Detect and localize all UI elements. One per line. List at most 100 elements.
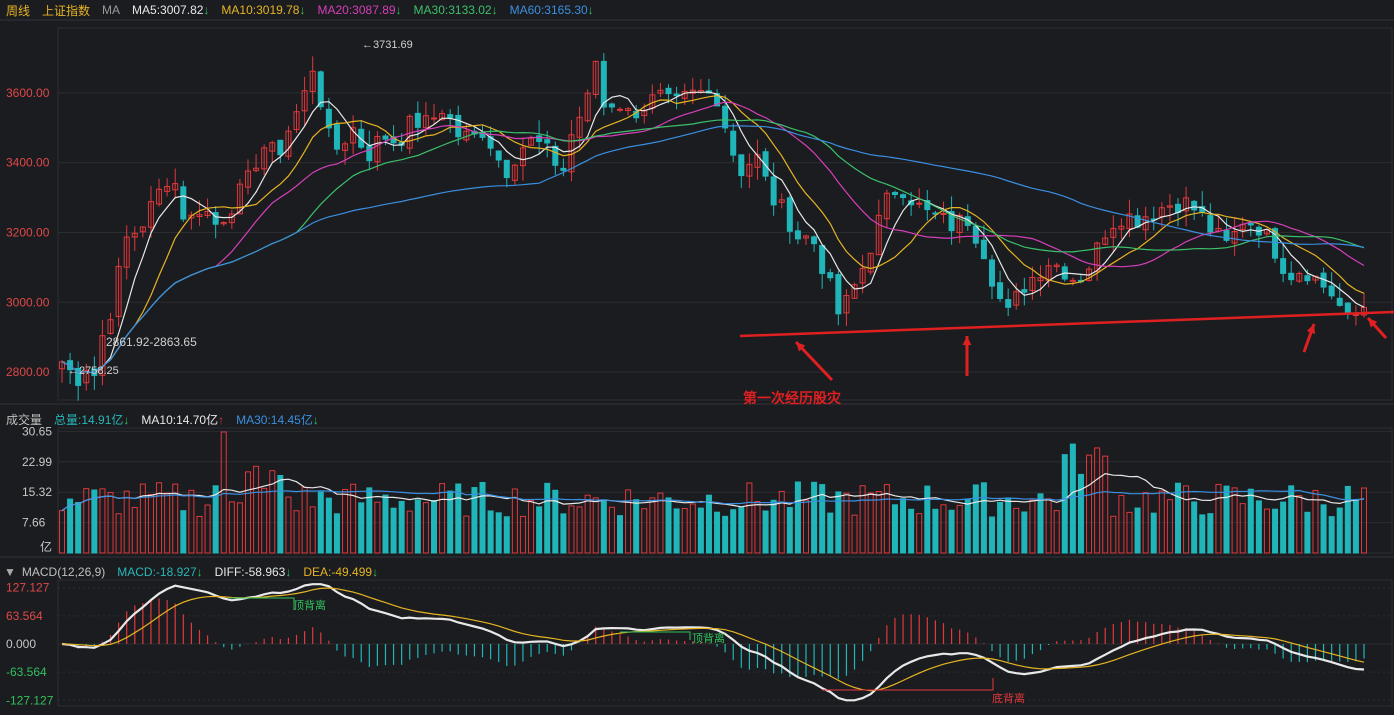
volume-bar	[463, 515, 470, 554]
candle-body	[164, 185, 171, 192]
volume-bar	[883, 484, 890, 554]
volume-bar	[633, 499, 640, 554]
candle-body	[503, 159, 510, 179]
volume-bar	[657, 492, 664, 554]
volume-bar	[67, 498, 74, 554]
candle-body	[447, 114, 454, 119]
candle-body	[924, 200, 931, 211]
volume-bar	[1191, 501, 1198, 554]
ma-legend-item-0: MA5:3007.82↓	[132, 3, 210, 17]
volume-bar	[972, 484, 979, 554]
volume-bar	[1231, 487, 1238, 554]
candle-body	[948, 211, 955, 232]
candle-body	[156, 188, 163, 205]
candle-body	[83, 369, 90, 384]
candle-body	[1069, 279, 1076, 282]
period-label[interactable]: 周线	[6, 3, 31, 18]
candle-body	[99, 335, 106, 376]
bottom-divergence-marker	[822, 678, 994, 691]
candle-body	[358, 128, 365, 148]
candle-body	[794, 230, 801, 240]
candle-body	[552, 145, 559, 166]
volume-ma10-line	[61, 472, 1365, 512]
volume-bar	[1263, 508, 1270, 554]
candle-body	[738, 154, 745, 177]
volume-bar	[811, 481, 818, 554]
volume-bar	[1304, 511, 1311, 554]
volume-bar	[705, 494, 712, 554]
candle-body	[762, 151, 769, 177]
candle-body	[1207, 215, 1214, 233]
volume-bar	[342, 488, 349, 554]
volume-bar	[1280, 501, 1287, 554]
candle-body	[269, 142, 276, 152]
candle-body	[1102, 237, 1109, 245]
volume-bar	[544, 482, 551, 554]
volume-bar	[1255, 500, 1262, 554]
candle-body	[487, 136, 494, 149]
volume-bar	[560, 513, 567, 554]
macd-legend-items: MACD:-18.927↓ DIFF:-58.963↓ DEA:-49.499↓	[117, 565, 390, 579]
volume-bar	[164, 492, 171, 554]
candle-body	[519, 147, 526, 167]
volume-bar	[528, 500, 535, 554]
support-arrow-icon-head	[962, 336, 972, 346]
candle-body	[1247, 222, 1254, 226]
volume-legend-items: 总量:14.91亿↓ MA10:14.70亿↑ MA30:14.45亿↓	[54, 411, 331, 428]
candle-body	[560, 167, 567, 171]
volume-bar	[511, 488, 518, 554]
price-tick-label: 3200.00	[6, 225, 50, 239]
volume-bar	[479, 481, 486, 554]
volume-bar	[228, 501, 235, 554]
candle-body	[123, 236, 130, 268]
volume-bar	[859, 485, 866, 554]
macd-legend-item-2: DEA:-49.499↓	[303, 565, 379, 579]
volume-bar	[1174, 482, 1182, 554]
indicator-label[interactable]: MA	[102, 3, 121, 17]
volume-bar	[714, 511, 721, 554]
candle-body	[511, 164, 518, 181]
candle-body	[1344, 302, 1351, 314]
volume-bar	[244, 471, 252, 554]
candle-body	[172, 183, 179, 191]
macd-toggle-icon[interactable]: ▼	[4, 565, 16, 579]
candle-body	[997, 282, 1004, 299]
volume-bar	[212, 485, 219, 554]
volume-bar	[1247, 488, 1254, 554]
volume-bar	[608, 506, 615, 554]
candle-body	[875, 214, 882, 256]
volume-bar	[552, 489, 559, 554]
macd-tick-label: -63.564	[6, 665, 47, 679]
volume-tick-label: 22.99	[22, 455, 52, 469]
range-price-annotation: 2861.92-2863.65	[106, 335, 197, 349]
volume-bar	[83, 488, 90, 554]
volume-bar	[471, 487, 478, 554]
candle-body	[1280, 258, 1287, 274]
volume-bar	[1344, 485, 1351, 554]
candle-body	[1360, 306, 1368, 316]
volume-bar	[536, 506, 543, 554]
candle-body	[592, 60, 599, 95]
bottom-divergence-label: 底背离	[992, 691, 1025, 705]
candle-body	[770, 176, 777, 206]
candle-body	[1037, 277, 1044, 282]
volume-bar	[487, 510, 494, 554]
ma-legend-item-1: MA10:3019.78↓	[221, 3, 306, 17]
volume-bar	[333, 513, 340, 554]
volume-bar	[107, 492, 114, 554]
volume-bar	[592, 497, 599, 554]
volume-bar	[519, 515, 526, 554]
candle-body	[1126, 213, 1133, 230]
volume-bar	[414, 499, 421, 554]
candle-body	[204, 210, 211, 216]
volume-bar	[406, 510, 413, 554]
volume-bar	[1094, 447, 1101, 554]
candle-body	[802, 235, 810, 239]
volume-bar	[641, 508, 648, 554]
ma-legend-items: MA5:3007.82↓ MA10:3019.78↓ MA20:3087.89↓ MA…	[132, 3, 606, 17]
top-divergence-marker	[230, 597, 295, 610]
price-tick-label: 2800.00	[6, 365, 50, 379]
volume-legend-item-2: MA30:14.45亿↓	[236, 412, 319, 427]
volume-bar	[794, 481, 801, 554]
